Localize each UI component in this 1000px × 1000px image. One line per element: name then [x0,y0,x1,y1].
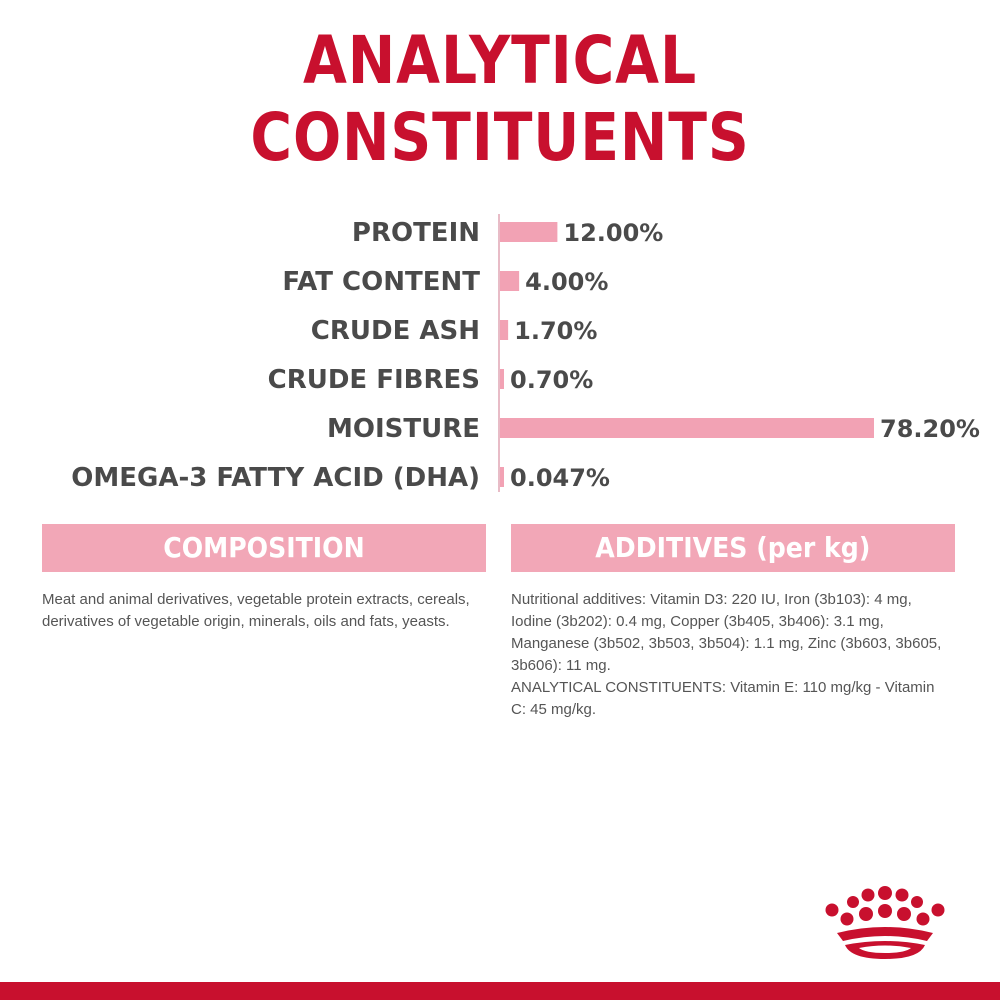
royal-canin-crown-logo-icon [825,886,945,959]
additives-text: Nutritional additives: Vitamin D3: 220 I… [511,589,951,721]
bar [500,320,509,340]
category-label: CRUDE FIBRES [268,365,480,395]
category-label: FAT CONTENT [282,267,480,297]
analytical-constituents-chart: PROTEIN 12.00% FAT CONTENT 4.00% CRUDE ASH 1.… [71,214,980,493]
bar [500,418,874,438]
additives-header: ADDITIVES (per kg) [511,524,955,572]
additives-heading: ADDITIVES (per kg) [595,531,871,564]
bar [500,271,520,291]
composition-header: COMPOSITION [42,524,486,572]
composition-text: Meat and animal derivatives, vegetable p… [42,591,470,630]
bar [500,369,504,389]
value-label: 78.20% [880,415,980,443]
category-label: CRUDE ASH [311,316,480,346]
value-label: 0.70% [510,366,593,394]
bottom-brand-bar [0,982,1000,1000]
category-label: PROTEIN [352,218,480,248]
category-label: OMEGA-3 FATTY ACID (DHA) [71,463,480,493]
bar [500,222,558,242]
category-label: MOISTURE [327,414,480,444]
value-label: 0.047% [510,464,610,492]
composition-heading: COMPOSITION [163,531,365,564]
additives-analytical-text: ANALYTICAL CONSTITUENTS: Vitamin E: 110 … [511,679,935,718]
page-title: ANALYTICAL CONSTITUENTS [250,22,750,176]
bar [500,467,504,487]
value-label: 12.00% [563,219,663,247]
value-label: 1.70% [514,317,597,345]
value-label: 4.00% [525,268,608,296]
additives-nutritional-text: Nutritional additives: Vitamin D3: 220 I… [511,591,942,674]
